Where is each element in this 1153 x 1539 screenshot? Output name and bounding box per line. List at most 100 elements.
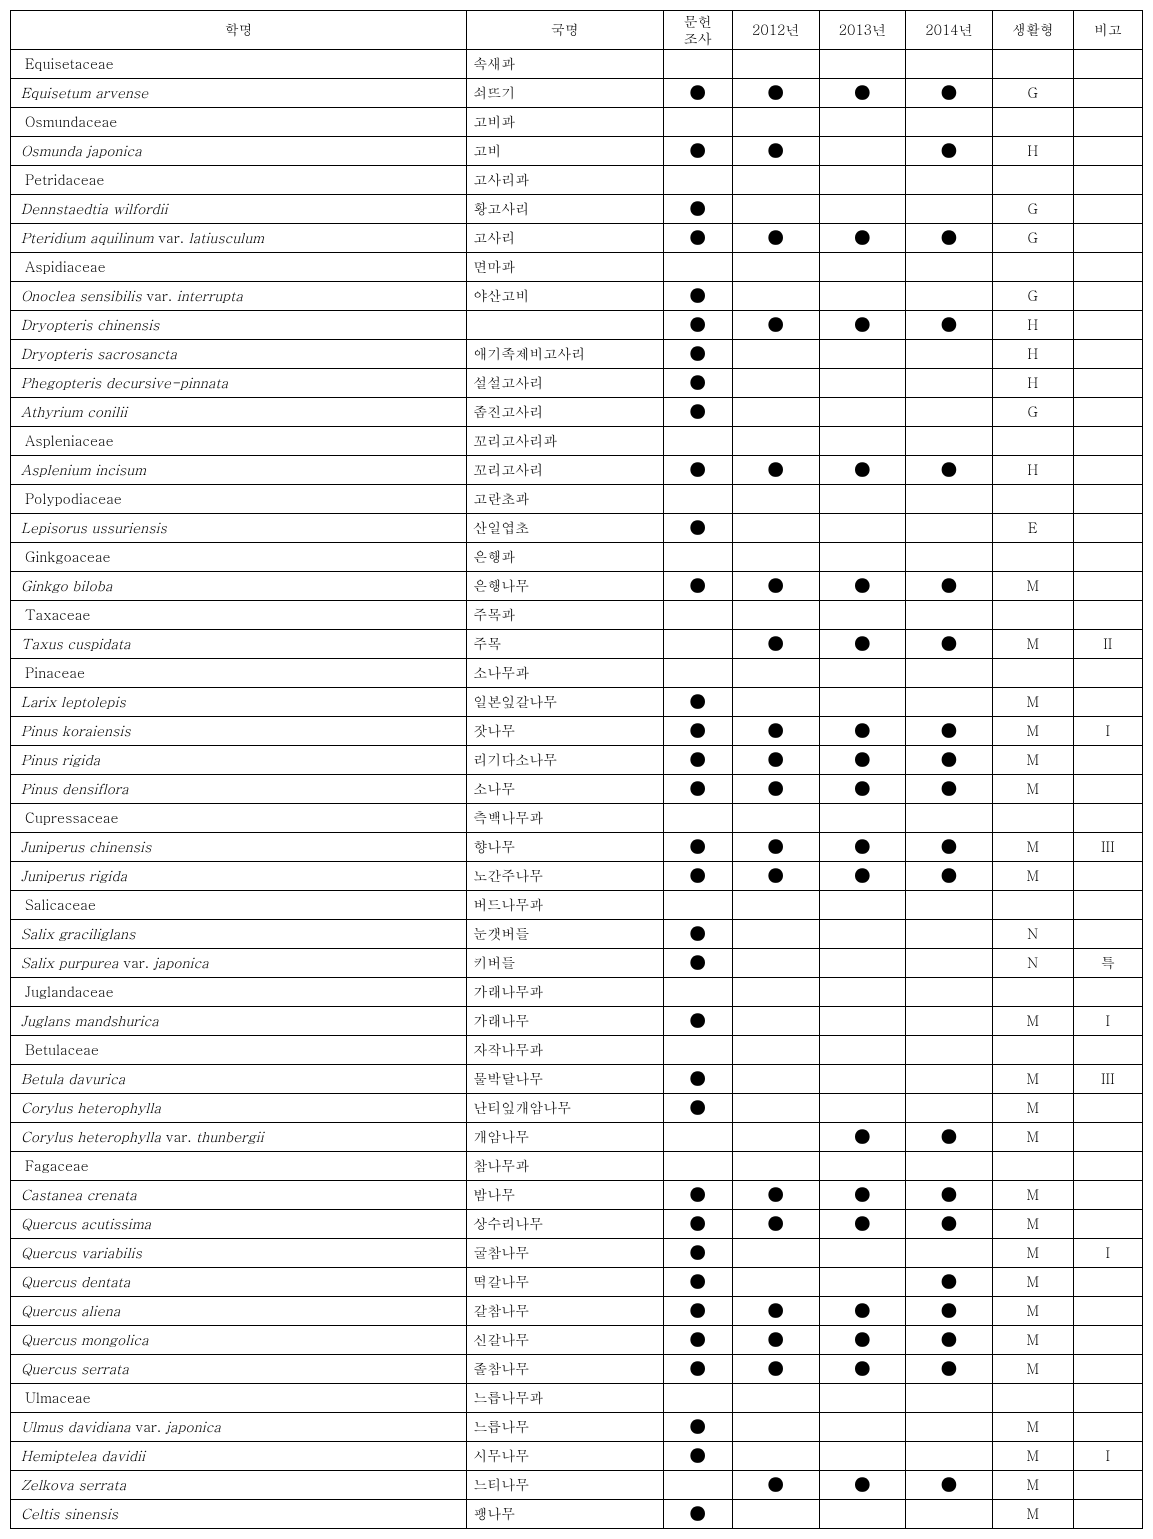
lifeform: M bbox=[992, 1122, 1073, 1151]
table-row: Cupressaceae측백나무과 bbox=[11, 803, 1143, 832]
presence-marker: ● bbox=[663, 1180, 732, 1209]
presence-marker bbox=[906, 1238, 993, 1267]
presence-marker bbox=[732, 426, 819, 455]
presence-marker: ● bbox=[663, 948, 732, 977]
table-row: Salix graciliglans눈갯버들●N bbox=[11, 919, 1143, 948]
presence-marker: ● bbox=[819, 1180, 906, 1209]
presence-marker bbox=[819, 1035, 906, 1064]
presence-marker bbox=[663, 1035, 732, 1064]
note: III bbox=[1073, 1064, 1142, 1093]
presence-marker: ● bbox=[663, 136, 732, 165]
note bbox=[1073, 1267, 1142, 1296]
presence-marker: ● bbox=[663, 310, 732, 339]
table-row: Quercus aliena갈참나무●●●●M bbox=[11, 1296, 1143, 1325]
presence-marker bbox=[819, 49, 906, 78]
family-korean-name: 느릅나무과 bbox=[467, 1383, 663, 1412]
presence-marker bbox=[732, 1383, 819, 1412]
family-korean-name: 측백나무과 bbox=[467, 803, 663, 832]
korean-name bbox=[467, 310, 663, 339]
presence-marker: ● bbox=[663, 1441, 732, 1470]
family-korean-name: 고사리과 bbox=[467, 165, 663, 194]
presence-marker: ● bbox=[819, 571, 906, 600]
presence-marker bbox=[819, 948, 906, 977]
family-name: Ulmaceae bbox=[11, 1383, 467, 1412]
presence-marker: ● bbox=[819, 223, 906, 252]
table-row: Celtis sinensis팽나무●M bbox=[11, 1499, 1143, 1528]
note bbox=[1073, 49, 1142, 78]
lifeform: H bbox=[992, 339, 1073, 368]
table-row: Ulmaceae느릅나무과 bbox=[11, 1383, 1143, 1412]
note bbox=[1073, 368, 1142, 397]
lifeform bbox=[992, 1383, 1073, 1412]
lifeform: M bbox=[992, 716, 1073, 745]
presence-marker bbox=[906, 1383, 993, 1412]
korean-name: 느티나무 bbox=[467, 1470, 663, 1499]
korean-name: 고사리 bbox=[467, 223, 663, 252]
lifeform: M bbox=[992, 1180, 1073, 1209]
presence-marker bbox=[663, 1151, 732, 1180]
lifeform: M bbox=[992, 1296, 1073, 1325]
presence-marker: ● bbox=[732, 1470, 819, 1499]
note bbox=[1073, 1412, 1142, 1441]
family-korean-name: 참나무과 bbox=[467, 1151, 663, 1180]
family-name: Cupressaceae bbox=[11, 803, 467, 832]
presence-marker bbox=[819, 252, 906, 281]
presence-marker bbox=[906, 542, 993, 571]
presence-marker: ● bbox=[663, 1354, 732, 1383]
table-row: Quercus variabilis굴참나무●MI bbox=[11, 1238, 1143, 1267]
presence-marker: ● bbox=[663, 571, 732, 600]
presence-marker: ● bbox=[663, 1006, 732, 1035]
presence-marker bbox=[819, 542, 906, 571]
presence-marker bbox=[819, 136, 906, 165]
presence-marker bbox=[906, 919, 993, 948]
presence-marker: ● bbox=[906, 1267, 993, 1296]
korean-name: 리기다소나무 bbox=[467, 745, 663, 774]
presence-marker bbox=[732, 600, 819, 629]
scientific-name: Ginkgo biloba bbox=[11, 571, 467, 600]
presence-marker bbox=[663, 49, 732, 78]
table-row: Juniperus chinensis향나무●●●●MIII bbox=[11, 832, 1143, 861]
presence-marker bbox=[906, 687, 993, 716]
note bbox=[1073, 919, 1142, 948]
lifeform bbox=[992, 803, 1073, 832]
scientific-name: Onoclea sensibilis var. interrupta bbox=[11, 281, 467, 310]
presence-marker: ● bbox=[732, 745, 819, 774]
table-row: Quercus acutissima상수리나무●●●●M bbox=[11, 1209, 1143, 1238]
col-literature-l2: 조사 bbox=[684, 28, 712, 48]
presence-marker bbox=[663, 1470, 732, 1499]
presence-marker bbox=[732, 1267, 819, 1296]
note bbox=[1073, 107, 1142, 136]
presence-marker: ● bbox=[819, 716, 906, 745]
lifeform: H bbox=[992, 310, 1073, 339]
korean-name: 잣나무 bbox=[467, 716, 663, 745]
presence-marker bbox=[819, 1238, 906, 1267]
lifeform: M bbox=[992, 774, 1073, 803]
presence-marker: ● bbox=[819, 1296, 906, 1325]
korean-name: 졸참나무 bbox=[467, 1354, 663, 1383]
presence-marker bbox=[819, 1412, 906, 1441]
col-2013: 2013년 bbox=[819, 11, 906, 50]
lifeform bbox=[992, 600, 1073, 629]
korean-name: 눈갯버들 bbox=[467, 919, 663, 948]
note bbox=[1073, 1499, 1142, 1528]
note bbox=[1073, 658, 1142, 687]
lifeform bbox=[992, 890, 1073, 919]
presence-marker bbox=[906, 165, 993, 194]
presence-marker bbox=[732, 281, 819, 310]
presence-marker: ● bbox=[663, 455, 732, 484]
presence-marker: ● bbox=[732, 861, 819, 890]
presence-marker: ● bbox=[906, 455, 993, 484]
scientific-name: Juniperus rigida bbox=[11, 861, 467, 890]
scientific-name: Salix graciliglans bbox=[11, 919, 467, 948]
presence-marker: ● bbox=[663, 861, 732, 890]
presence-marker bbox=[663, 107, 732, 136]
note: II bbox=[1073, 629, 1142, 658]
presence-marker: ● bbox=[819, 832, 906, 861]
presence-marker: ● bbox=[663, 513, 732, 542]
presence-marker: ● bbox=[663, 1296, 732, 1325]
presence-marker bbox=[906, 1035, 993, 1064]
lifeform bbox=[992, 1035, 1073, 1064]
korean-name: 쇠뜨기 bbox=[467, 78, 663, 107]
presence-marker bbox=[732, 368, 819, 397]
presence-marker: ● bbox=[906, 774, 993, 803]
